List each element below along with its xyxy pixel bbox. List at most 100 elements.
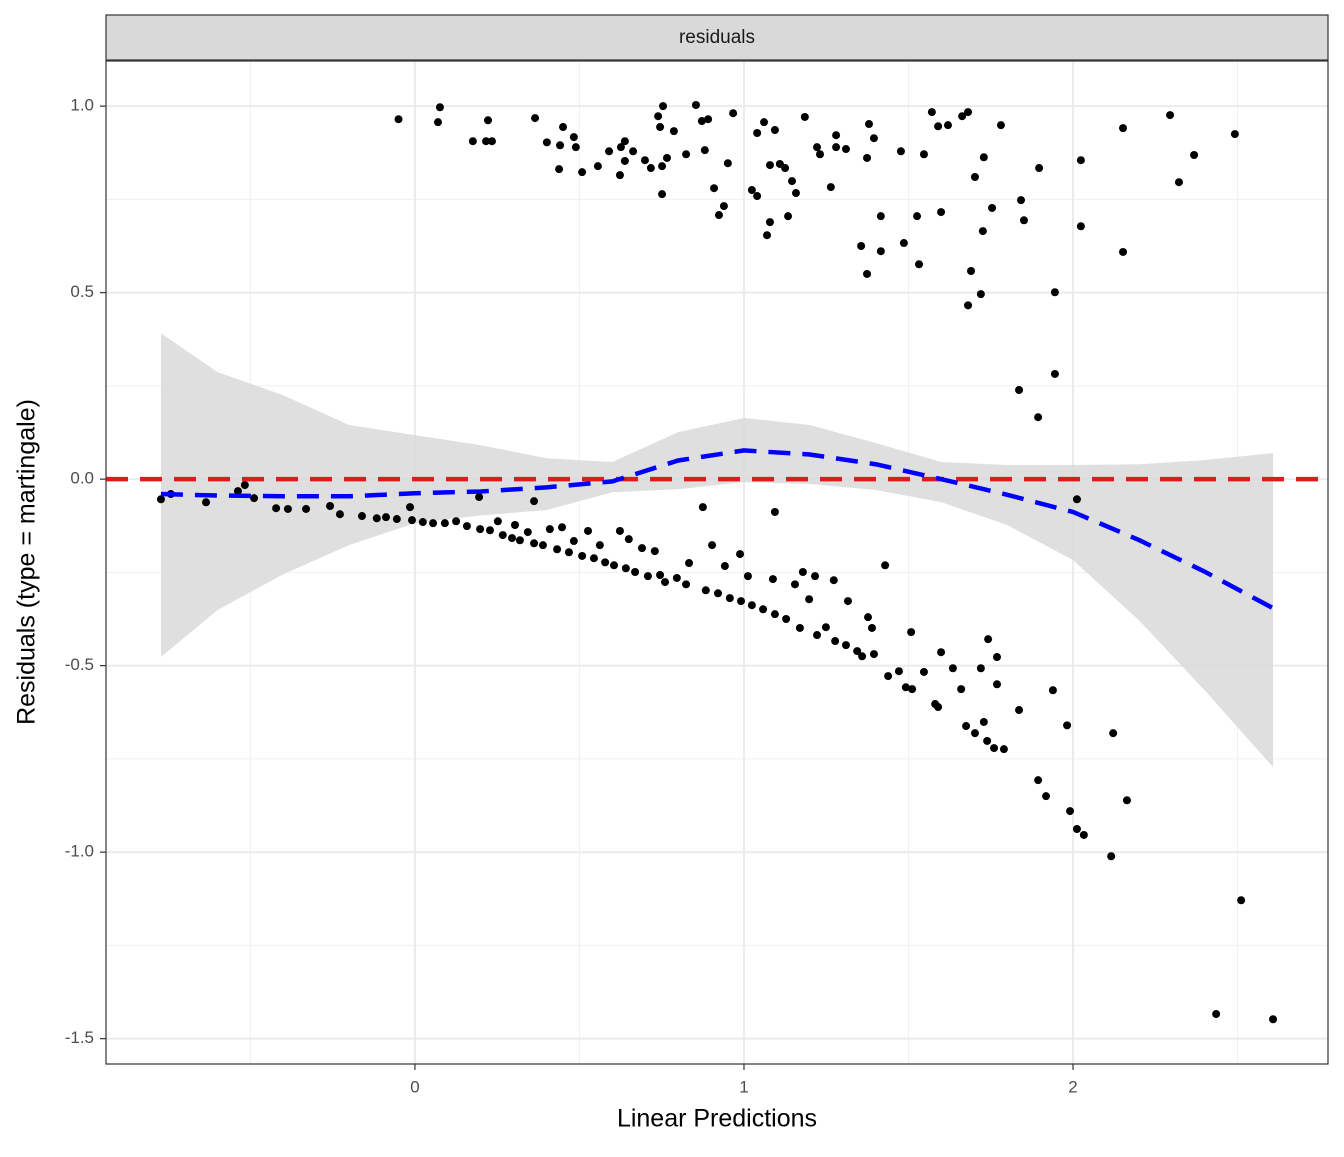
- point: [1063, 721, 1072, 730]
- confidence-band: [160, 333, 1274, 768]
- point: [654, 112, 663, 121]
- point: [979, 717, 988, 726]
- point: [937, 208, 946, 217]
- point: [640, 156, 649, 165]
- point: [753, 192, 762, 201]
- point: [1048, 686, 1057, 695]
- point: [983, 736, 992, 745]
- point: [993, 653, 1002, 662]
- point: [1066, 807, 1075, 816]
- point: [760, 118, 769, 127]
- point: [624, 535, 633, 544]
- point: [498, 531, 507, 540]
- point: [829, 576, 838, 585]
- x-tick-label: 1: [739, 1077, 748, 1096]
- point: [691, 101, 700, 110]
- point: [976, 664, 985, 673]
- point: [392, 515, 401, 524]
- point: [962, 722, 971, 731]
- point: [831, 637, 840, 646]
- point: [616, 143, 625, 152]
- point: [770, 507, 779, 516]
- panel-border: [105, 60, 1329, 1065]
- point: [406, 503, 415, 512]
- point: [202, 498, 211, 507]
- point: [1107, 852, 1116, 861]
- point: [1237, 896, 1246, 905]
- point: [747, 186, 756, 195]
- point: [759, 605, 768, 614]
- point: [569, 133, 578, 142]
- point: [1269, 1015, 1278, 1024]
- point: [483, 116, 492, 125]
- point: [990, 744, 999, 753]
- point: [908, 685, 917, 694]
- point: [558, 523, 567, 532]
- point: [593, 162, 602, 171]
- point: [418, 518, 427, 527]
- point: [1034, 776, 1043, 785]
- point: [452, 517, 461, 526]
- point: [770, 610, 779, 619]
- point: [884, 672, 893, 681]
- point: [682, 580, 691, 589]
- point: [790, 580, 799, 589]
- point: [335, 510, 344, 519]
- point: [864, 613, 873, 622]
- point: [719, 202, 728, 211]
- point: [545, 525, 554, 534]
- y-tick-label: -1.5: [65, 1028, 94, 1047]
- point: [435, 103, 444, 112]
- point: [620, 137, 629, 146]
- point: [714, 211, 723, 220]
- point: [704, 115, 713, 124]
- point: [788, 177, 797, 186]
- point: [700, 146, 709, 155]
- point: [841, 641, 850, 650]
- point: [643, 572, 652, 581]
- point: [907, 628, 916, 637]
- point: [523, 528, 532, 537]
- point: [510, 521, 519, 530]
- point: [1109, 729, 1118, 738]
- point: [156, 495, 165, 504]
- smooth-line: [160, 448, 1275, 611]
- point: [1072, 495, 1081, 504]
- point: [853, 647, 862, 656]
- point: [934, 122, 943, 131]
- point: [841, 145, 850, 154]
- point: [621, 564, 630, 573]
- point: [542, 138, 551, 147]
- point: [382, 513, 391, 522]
- point: [843, 597, 852, 606]
- point: [729, 109, 738, 118]
- point: [1230, 130, 1239, 139]
- point: [429, 519, 438, 528]
- point: [765, 218, 774, 227]
- point: [958, 112, 967, 121]
- point: [720, 562, 729, 571]
- point: [934, 703, 943, 712]
- point: [964, 301, 973, 310]
- point: [811, 572, 820, 581]
- point: [943, 121, 952, 130]
- point: [937, 648, 946, 657]
- point: [1050, 288, 1059, 297]
- point: [984, 635, 993, 644]
- point: [631, 568, 640, 577]
- y-tick-label: 0.5: [70, 282, 94, 301]
- point: [659, 102, 668, 111]
- point: [595, 541, 604, 550]
- point: [697, 117, 706, 126]
- point: [967, 266, 976, 275]
- point: [813, 143, 822, 152]
- point: [713, 589, 722, 598]
- point: [876, 247, 885, 256]
- point: [646, 164, 655, 173]
- point: [784, 212, 793, 221]
- point: [1174, 178, 1183, 187]
- point: [485, 526, 494, 535]
- point: [698, 503, 707, 512]
- point: [881, 561, 890, 570]
- point: [302, 504, 311, 513]
